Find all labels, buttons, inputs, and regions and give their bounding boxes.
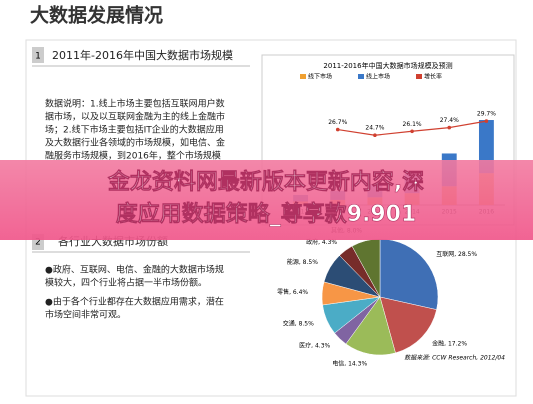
bullet-line: 模较大，四个行业将占据一半市场份额。: [45, 277, 207, 289]
banner: [0, 160, 533, 240]
data-label: 27.4%: [440, 117, 459, 124]
chart-title: 2011-2016年中国大数据市场规模及预测: [323, 61, 452, 70]
pie-slice: [379, 296, 437, 354]
line-point: [484, 119, 489, 123]
pie-slice: [345, 296, 396, 356]
legend-label: 增长率: [424, 73, 442, 81]
growth-line: [337, 120, 487, 136]
legend-swatch: [416, 74, 422, 79]
pie-label: 能源, 8.5%: [287, 258, 318, 266]
legend-swatch: [300, 74, 306, 79]
section-badge: [32, 47, 44, 63]
description-line: 数据说明：1.线上市场主要包括互联网用户数: [45, 98, 225, 110]
data-label: 29.7%: [477, 111, 496, 118]
legend-swatch: [358, 74, 364, 79]
description-line: 据市场，以及以互联网金融为主的线上金融市: [45, 111, 225, 123]
pie-label: 电信, 14.3%: [332, 359, 367, 367]
description-line: 场；2.线下市场主要包括IT企业的大数据应用: [45, 124, 224, 136]
bullet-line: ●由于各个行业都存在大数据应用需求，潜在: [45, 296, 224, 308]
data-label: 24.7%: [365, 125, 384, 132]
section-number: 2: [35, 238, 41, 248]
bar: [478, 120, 494, 174]
data-label: 26.1%: [403, 121, 422, 128]
pie-label: 交通, 8.5%: [283, 319, 314, 327]
legend-label: 线上市场: [366, 73, 390, 81]
pie-label: 零售, 6.4%: [277, 288, 308, 296]
legend-label: 线下市场: [308, 73, 332, 81]
data-label: 26.7%: [328, 119, 347, 126]
page-title: 大数据发展情况: [30, 4, 163, 27]
pie-label: 互联网, 28.5%: [436, 250, 477, 258]
description-line: 及大数据行业各领域的市场规模，如电信、金: [45, 137, 225, 149]
banner-line: 度应用数据策略_尊享款9.901: [116, 201, 417, 227]
pie-label: 医疗, 4.3%: [299, 342, 330, 350]
banner-line: 金龙资料网最新版本更新内容,深: [107, 169, 424, 195]
bullet-line: ●政府、互联网、电信、金融的大数据市场规: [45, 264, 224, 276]
pie-label: 政府, 4.3%: [306, 238, 337, 246]
pie-label: 金融, 17.2%: [432, 339, 467, 347]
bullet-line: 市场空间非常可观。: [45, 309, 126, 321]
section-title: 2011年-2016年中国大数据市场规模: [52, 48, 233, 62]
description-line: 融服务市场规模，到2016年，整个市场规模: [45, 150, 221, 162]
section-number: 1: [35, 52, 41, 62]
source: 数据来源: CCW Research, 2012/04: [404, 354, 505, 362]
